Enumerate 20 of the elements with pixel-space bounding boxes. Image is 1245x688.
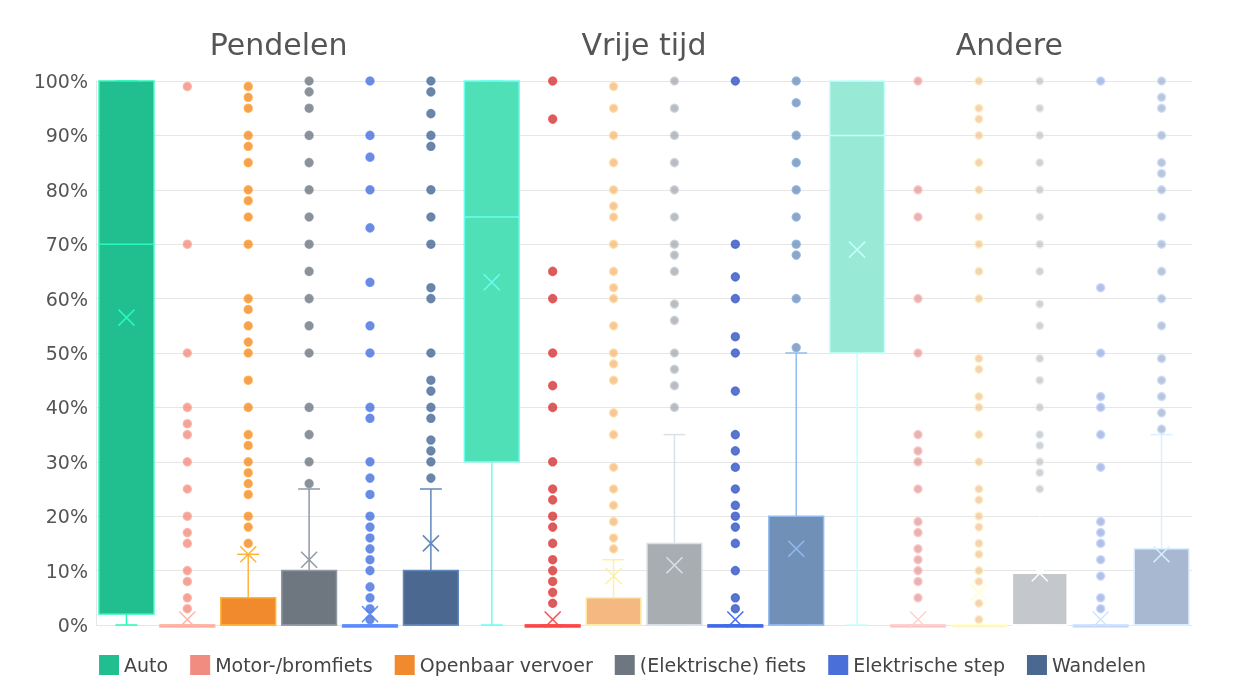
y-tick-label: 80%: [45, 178, 88, 201]
y-tick-label: 0%: [57, 614, 88, 636]
y-tick-label: 90%: [45, 124, 88, 147]
legend-label: (Elektrische) fiets: [639, 654, 807, 676]
legend-label: Motor-/bromfiets: [215, 654, 373, 676]
legend-label: Auto: [124, 654, 169, 676]
legend-label: Wandelen: [1051, 654, 1146, 676]
legend-label: Openbaar vervoer: [419, 654, 593, 676]
y-tick-label: 100%: [33, 70, 88, 92]
legend-label: Elektrische step: [853, 654, 1005, 676]
y-tick-label: 50%: [45, 342, 88, 364]
x-tick-label: Pendelen: [209, 26, 348, 62]
y-tick-label: 40%: [45, 396, 88, 419]
x-tick-label: Vrije tijd: [581, 26, 707, 62]
y-tick-label: 30%: [45, 450, 88, 473]
y-tick-label: 20%: [45, 505, 88, 528]
y-tick-label: 70%: [45, 233, 88, 256]
y-tick-label: 60%: [45, 287, 88, 310]
y-tick-label: 10%: [45, 559, 88, 582]
x-tick-label: Andere: [955, 26, 1063, 62]
